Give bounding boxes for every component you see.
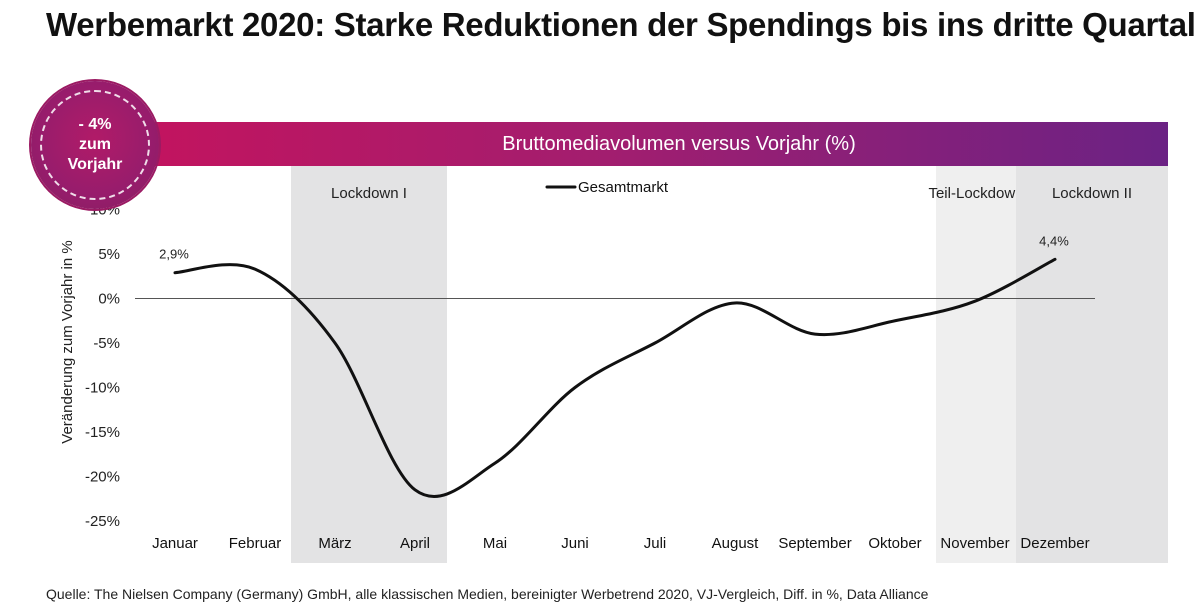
badge-dashed-ring (40, 90, 150, 200)
shaded-region-1 (936, 166, 1016, 563)
legend-label: Gesamtmarkt (578, 179, 669, 196)
region-label-1: Teil-Lockdown (928, 185, 1023, 202)
x-axis: Januar Februar März April Mai Juni Juli August S… (152, 535, 1090, 552)
legend: Gesamtmarkt (545, 179, 669, 196)
y-tick-label: 5% (98, 246, 120, 263)
x-tick-label: Dezember (1020, 535, 1089, 552)
shaded-regions: Lockdown I Teil-Lockdown Lockdown II (291, 166, 1168, 563)
y-axis-label: Veränderung zum Vorjahr in % (59, 240, 76, 443)
x-tick-label: Januar (152, 535, 198, 552)
x-tick-label: Mai (483, 535, 507, 552)
badge-line-2: zum (79, 136, 111, 153)
y-tick-label: -25% (85, 513, 120, 530)
region-label-2: Lockdown II (1052, 185, 1132, 202)
x-tick-label: August (712, 535, 760, 552)
data-label: 2,9% (159, 247, 189, 262)
y-axis: 10%5%0%-5%-10%-15%-20%-25% (85, 202, 120, 531)
change-badge: - 4% zum Vorjahr (31, 81, 159, 209)
data-label: 4,4% (1039, 233, 1069, 248)
page-title: Werbemarkt 2020: Starke Reduktionen der … (46, 6, 1196, 43)
x-tick-label: Juni (561, 535, 589, 552)
badge-text: - 4% zum Vorjahr (31, 115, 159, 175)
data-labels: 2,9% 4,4% (159, 233, 1069, 261)
region-label-0: Lockdown I (331, 185, 407, 202)
x-tick-label: Oktober (868, 535, 921, 552)
x-tick-label: März (318, 535, 351, 552)
y-tick-label: -15% (85, 424, 120, 441)
shaded-region-2 (1016, 166, 1168, 563)
shaded-region-0 (291, 166, 447, 563)
y-tick-label: 0% (98, 291, 120, 308)
x-tick-label: November (940, 535, 1009, 552)
source-note: Quelle: The Nielsen Company (Germany) Gm… (46, 586, 929, 602)
y-tick-label: -10% (85, 380, 120, 397)
banner-label: Bruttomediavolumen versus Vorjahr (%) (502, 132, 856, 155)
x-tick-label: Juli (644, 535, 667, 552)
y-tick-label: -20% (85, 469, 120, 486)
y-tick-label: -5% (93, 335, 120, 352)
x-tick-label: Februar (229, 535, 282, 552)
series-line-gesamtmarkt (173, 257, 1057, 498)
chart-banner: Bruttomediavolumen versus Vorjahr (%) (150, 122, 1168, 166)
x-tick-label: April (400, 535, 430, 552)
badge-line-1: - 4% (78, 116, 112, 133)
x-tick-label: September (778, 535, 851, 552)
badge-line-3: Vorjahr (67, 156, 123, 173)
